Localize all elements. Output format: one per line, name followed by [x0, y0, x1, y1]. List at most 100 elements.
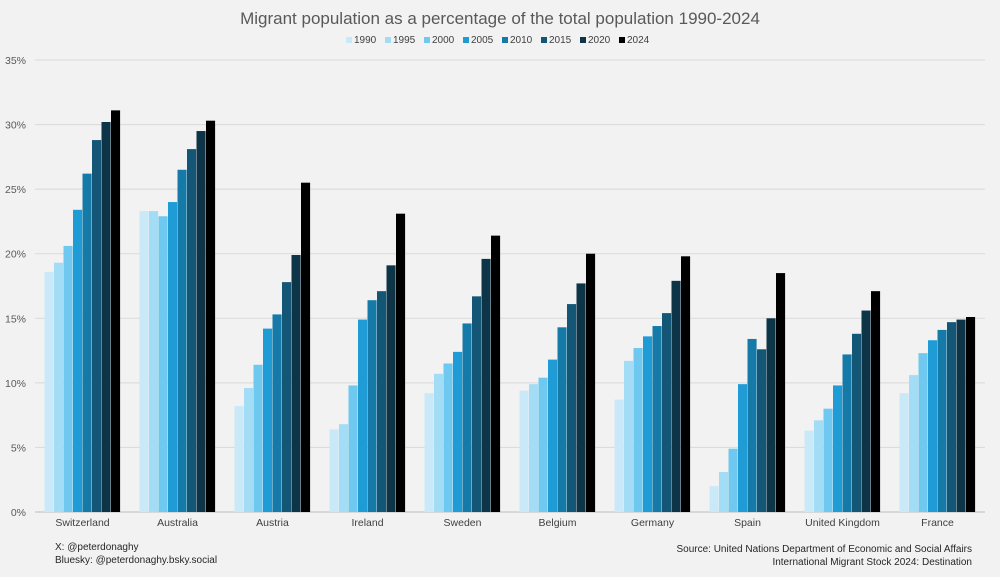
legend-swatch: [346, 37, 352, 43]
bar: [453, 351, 463, 512]
legend-label: 1990: [354, 35, 377, 46]
bar: [206, 120, 216, 512]
bar: [196, 131, 206, 512]
bar: [899, 393, 909, 512]
x-category-label: Australia: [157, 517, 198, 529]
bar: [434, 373, 444, 512]
x-category-label: France: [921, 517, 954, 529]
bar: [966, 316, 976, 512]
bar: [947, 322, 957, 512]
legend-label: 2005: [471, 35, 494, 46]
chart-title: Migrant population as a percentage of th…: [240, 9, 760, 28]
bar: [244, 388, 254, 512]
bar: [871, 291, 881, 512]
bar: [814, 420, 824, 512]
y-tick-label: 15%: [5, 313, 26, 325]
source-line-2: International Migrant Stock 2024: Destin…: [772, 557, 972, 568]
bar: [177, 169, 187, 512]
legend-swatch: [619, 37, 625, 43]
y-tick-label: 35%: [5, 55, 26, 67]
bar: [738, 384, 748, 512]
legend-label: 1995: [393, 35, 416, 46]
x-category-label: United Kingdom: [805, 517, 880, 529]
bar: [158, 216, 168, 512]
bar: [386, 265, 396, 512]
x-category-label: Spain: [734, 517, 761, 529]
bar: [937, 329, 947, 512]
legend-label: 2020: [588, 35, 611, 46]
legend-swatch: [424, 37, 430, 43]
bar: [719, 471, 729, 512]
bar: [82, 173, 92, 512]
bar: [766, 318, 776, 512]
x-category-label: Sweden: [444, 517, 482, 529]
bar: [918, 353, 928, 512]
bar: [377, 291, 387, 512]
bar: [234, 406, 244, 512]
bar: [348, 385, 358, 512]
bar: [358, 319, 368, 512]
bar: [491, 235, 501, 513]
bar: [339, 424, 349, 512]
bar: [804, 430, 814, 512]
bar: [44, 271, 54, 512]
bar: [111, 110, 121, 512]
legend-label: 2010: [510, 35, 533, 46]
bar: [168, 202, 178, 513]
bar: [481, 258, 491, 512]
legend-label: 2015: [549, 35, 572, 46]
bar: [396, 213, 406, 512]
x-category-label: Switzerland: [55, 517, 109, 529]
bar: [272, 314, 282, 512]
bar: [149, 211, 159, 512]
bar: [747, 338, 757, 512]
legend-swatch: [385, 37, 391, 43]
bar: [576, 283, 586, 512]
bar: [557, 327, 567, 512]
x-category-label: Belgium: [539, 517, 577, 529]
author-credits: X: @peterdonaghy Bluesky: @peterdonaghy.…: [55, 541, 217, 567]
y-tick-label: 5%: [11, 442, 26, 454]
bar: [291, 255, 301, 512]
legend-label: 2000: [432, 35, 455, 46]
bar: [567, 304, 577, 512]
bar: [548, 359, 558, 512]
bar: [139, 211, 149, 512]
source-note: Source: United Nations Department of Eco…: [676, 543, 972, 569]
x-category-label: Germany: [631, 517, 675, 529]
chart: Migrant population as a percentage of th…: [5, 9, 985, 529]
bar: [92, 140, 102, 512]
bar: [633, 347, 643, 512]
legend-swatch: [463, 37, 469, 43]
bar: [472, 296, 482, 512]
bar: [63, 245, 73, 513]
y-axis: 0% 5% 10% 15% 20% 25% 30% 35%: [5, 55, 26, 519]
legend-swatch: [541, 37, 547, 43]
bar: [73, 209, 83, 512]
bar: [681, 256, 691, 512]
bar: [671, 280, 681, 512]
bar: [101, 121, 111, 512]
bar: [538, 377, 548, 512]
bar: [367, 300, 377, 512]
bar: [709, 486, 719, 512]
bar: [253, 364, 263, 512]
bar: [956, 319, 966, 512]
bar: [282, 282, 292, 512]
bar: [728, 448, 738, 512]
bars: [44, 110, 976, 513]
y-tick-label: 0%: [11, 507, 26, 519]
bar: [443, 363, 453, 512]
legend-swatch: [580, 37, 586, 43]
source-line-1: Source: United Nations Department of Eco…: [676, 544, 972, 555]
bar: [662, 313, 672, 512]
y-tick-label: 20%: [5, 249, 26, 261]
bar: [776, 273, 786, 512]
bar: [624, 360, 634, 512]
x-handle: X: @peterdonaghy: [55, 542, 139, 553]
bar: [909, 375, 919, 512]
bar: [652, 326, 662, 512]
bar: [462, 323, 472, 512]
bar: [301, 182, 311, 512]
bar: [614, 399, 624, 512]
